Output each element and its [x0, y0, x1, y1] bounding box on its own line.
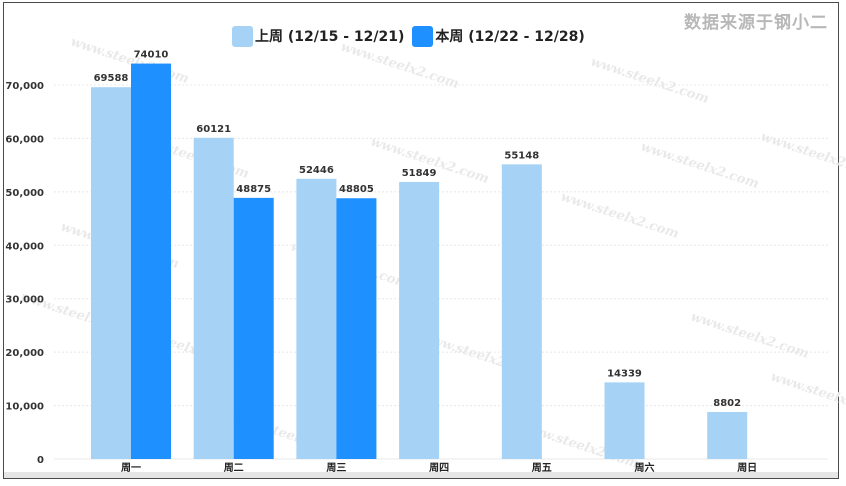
- y-tick-label: 40,000: [5, 241, 44, 252]
- y-tick-label: 30,000: [5, 295, 44, 306]
- y-tick-label: 70,000: [5, 81, 44, 92]
- y-tick-label: 60,000: [5, 134, 44, 145]
- legend-swatch-last-week: [232, 25, 253, 47]
- scroll-track: [4, 472, 838, 478]
- bar-last-week[interactable]: [296, 178, 337, 459]
- data-label: 8802: [713, 398, 741, 409]
- x-tick-label: 周四: [429, 462, 449, 474]
- bar-last-week[interactable]: [193, 137, 234, 459]
- data-label: 51849: [402, 168, 437, 179]
- y-tick-label: 50,000: [5, 188, 44, 199]
- x-tick-label: 周日: [737, 462, 757, 474]
- bar-last-week[interactable]: [604, 382, 645, 459]
- data-labels: 69588 74010 60121 48875 52446 48805 51849 55148…: [94, 50, 742, 409]
- watermark-text: www.steelx2.com: [759, 130, 846, 182]
- data-label: 14339: [607, 368, 642, 379]
- bar-this-week[interactable]: [233, 197, 274, 459]
- x-tick-label: 周三: [326, 462, 346, 474]
- y-tick-label: 20,000: [5, 348, 44, 359]
- x-tick-label: 周五: [532, 462, 552, 474]
- watermark-text: www.steelx2.com: [69, 35, 191, 87]
- watermark-text: www.steelx2.com: [559, 190, 681, 242]
- legend-item-this-week[interactable]: 本周 (12/22 - 12/28): [412, 25, 585, 47]
- data-label: 60121: [196, 124, 231, 135]
- data-label: 55148: [504, 150, 539, 161]
- watermark-text: www.steelx2.com: [769, 370, 846, 422]
- watermark-text: www.steelx2.com: [339, 40, 461, 92]
- data-label: 52446: [299, 165, 334, 176]
- x-axis: 周一 周二 周三 周四 周五 周六 周日: [121, 461, 757, 474]
- grid-lines: [54, 84, 828, 460]
- x-tick-label: 周二: [224, 462, 244, 474]
- watermark-text: www.steelx2.com: [369, 135, 491, 187]
- y-tick-label: 10,000: [5, 402, 44, 413]
- legend-swatch-this-week: [412, 25, 434, 47]
- bar-this-week[interactable]: [336, 198, 377, 459]
- watermark-text: www.steelx2.com: [589, 55, 711, 107]
- data-label: 74010: [134, 50, 169, 61]
- y-tick-label: 0: [37, 455, 44, 466]
- bars: [91, 63, 748, 460]
- chart-legend: 上周 (12/15 - 12/21) 本周 (12/22 - 12/28): [232, 24, 593, 48]
- x-tick-label: 周六: [635, 461, 655, 474]
- source-label: 数据来源于钢小二: [684, 13, 828, 33]
- watermark-text: www.steelx2.com: [689, 310, 811, 362]
- legend-label-this-week: 本周 (12/22 - 12/28): [435, 29, 585, 45]
- legend-label-last-week: 上周 (12/15 - 12/21): [255, 29, 405, 45]
- data-label: 48805: [339, 184, 374, 195]
- bar-last-week[interactable]: [707, 411, 748, 459]
- watermark-text: www.steelx2.com: [639, 140, 761, 192]
- data-label: 69588: [94, 73, 129, 84]
- bar-last-week[interactable]: [501, 164, 542, 459]
- legend-item-last-week[interactable]: 上周 (12/15 - 12/21): [232, 25, 405, 47]
- bar-last-week[interactable]: [91, 87, 131, 459]
- x-tick-label: 周一: [121, 462, 141, 474]
- y-axis: 0 10,000 20,000 30,000 40,000 50,000 60,000 70,…: [5, 81, 44, 466]
- bar-this-week[interactable]: [131, 63, 171, 460]
- bar-last-week[interactable]: [399, 181, 440, 459]
- data-label: 48875: [236, 184, 271, 195]
